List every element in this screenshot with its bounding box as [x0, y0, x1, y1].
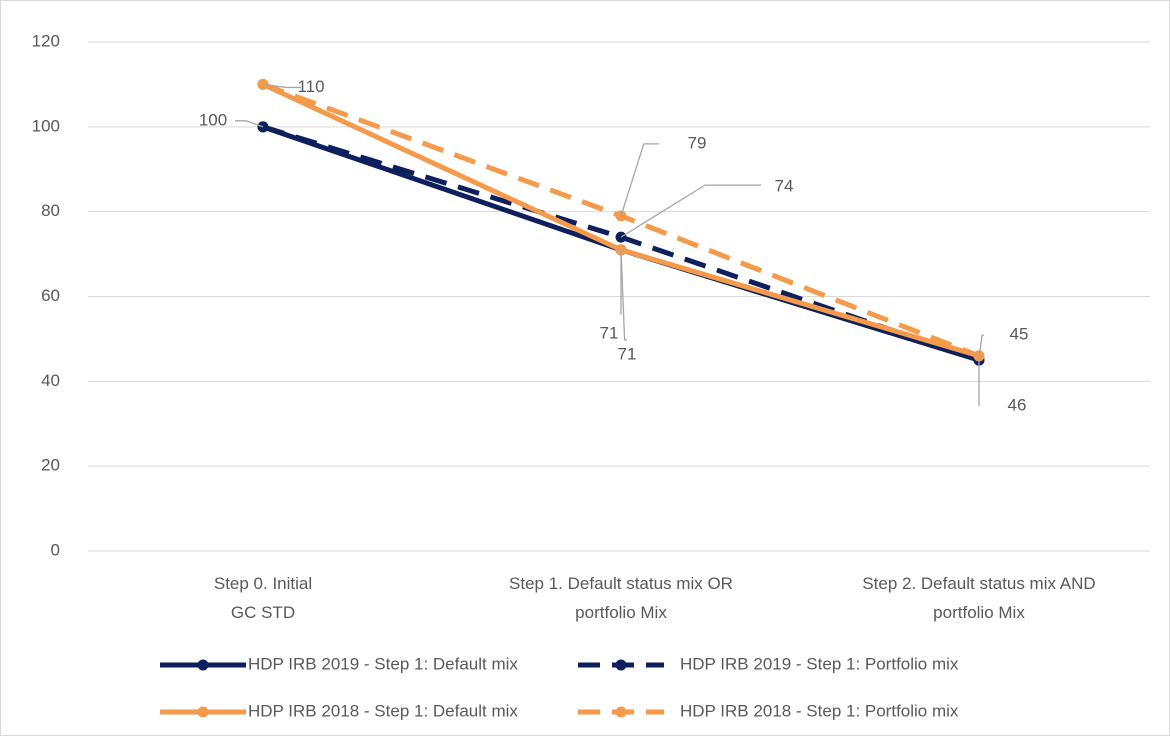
y-tick-label: 40 [41, 371, 60, 390]
legend-marker [197, 659, 209, 671]
data-label: 110 [297, 77, 324, 96]
leader-line [978, 334, 984, 361]
data-label: 71 [600, 323, 619, 342]
x-tick-label: Step 2. Default status mix AND portfolio … [862, 574, 1095, 622]
legend-marker [615, 659, 627, 671]
leader-line [620, 143, 659, 217]
y-tick-label: 80 [41, 201, 60, 220]
legend-marker [615, 706, 627, 718]
data-label: 79 [688, 133, 707, 152]
x-tick-label: Step 1. Default status mix OR portfolio M… [509, 574, 733, 622]
y-tick-label: 120 [32, 31, 60, 50]
leader-line [620, 249, 627, 341]
point [615, 231, 627, 243]
legend-label: HDP IRB 2018 - Step 1: Portfolio mix [680, 701, 959, 720]
data-label: 46 [1008, 395, 1027, 414]
leader-line [235, 120, 264, 128]
data-label: 100 [199, 110, 227, 129]
point [257, 121, 269, 133]
y-tick-label: 60 [41, 286, 60, 305]
legend-marker [197, 706, 209, 718]
leader-line [262, 83, 301, 89]
legend-label: HDP IRB 2019 - Step 1: Default mix [248, 654, 518, 673]
data-label: 71 [618, 344, 637, 363]
y-tick-label: 20 [41, 456, 60, 475]
legend-label: HDP IRB 2018 - Step 1: Default mix [248, 701, 518, 720]
x-tick-label: Step 0. Initial GC STD [214, 574, 312, 622]
legend-label: HDP IRB 2019 - Step 1: Portfolio mix [680, 654, 959, 673]
leader-line [620, 184, 761, 238]
y-tick-label: 0 [51, 540, 60, 559]
data-label: 45 [1010, 325, 1029, 344]
data-label: 74 [775, 177, 794, 196]
y-tick-label: 100 [32, 116, 60, 135]
